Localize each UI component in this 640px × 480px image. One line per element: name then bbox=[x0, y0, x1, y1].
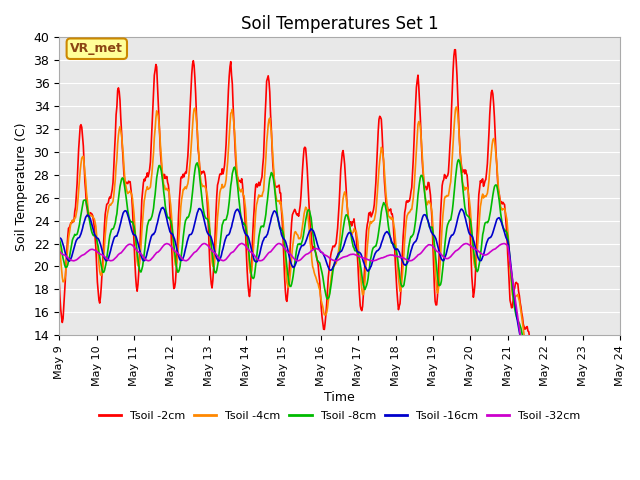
Title: Soil Temperatures Set 1: Soil Temperatures Set 1 bbox=[241, 15, 438, 33]
X-axis label: Time: Time bbox=[324, 391, 355, 404]
Text: VR_met: VR_met bbox=[70, 42, 124, 55]
Y-axis label: Soil Temperature (C): Soil Temperature (C) bbox=[15, 122, 28, 251]
Legend: Tsoil -2cm, Tsoil -4cm, Tsoil -8cm, Tsoil -16cm, Tsoil -32cm: Tsoil -2cm, Tsoil -4cm, Tsoil -8cm, Tsoi… bbox=[95, 407, 584, 425]
